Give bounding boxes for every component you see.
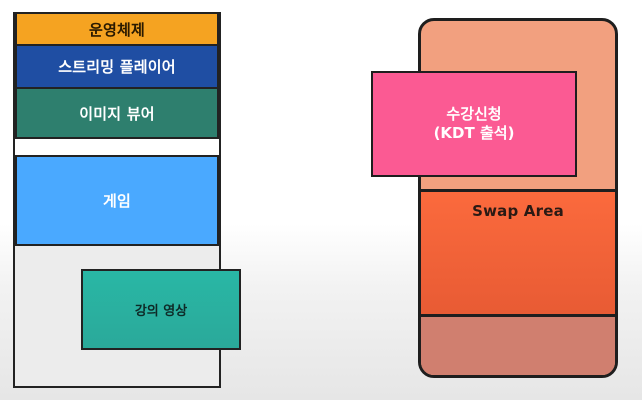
block-image-viewer-label: 이미지 뷰어	[79, 104, 155, 123]
block-lecture-video-label: 강의 영상	[134, 304, 188, 319]
swap-bottom-region	[421, 317, 615, 375]
block-lecture-video: 강의 영상	[81, 269, 241, 350]
enroll-line1: 수강신청	[446, 105, 502, 124]
block-game-label: 게임	[102, 192, 131, 210]
block-os: 운영체제	[15, 12, 219, 46]
block-enrollment-text: 수강신청 (KDT 출석)	[434, 105, 515, 143]
block-streaming-player: 스트리밍 플레이어	[15, 44, 219, 89]
free-gap	[15, 139, 219, 155]
block-game: 게임	[15, 155, 219, 246]
block-os-label: 운영체제	[88, 20, 145, 39]
memory-stack: 운영체제 스트리밍 플레이어 이미지 뷰어 게임	[13, 12, 221, 388]
block-enrollment: 수강신청 (KDT 출석)	[371, 71, 577, 177]
block-streaming-player-label: 스트리밍 플레이어	[58, 58, 176, 76]
swap-area-label: Swap Area	[472, 202, 564, 220]
block-image-viewer: 이미지 뷰어	[15, 87, 219, 139]
swap-area: Swap Area	[421, 189, 615, 317]
enroll-line2: (KDT 출석)	[433, 124, 515, 142]
